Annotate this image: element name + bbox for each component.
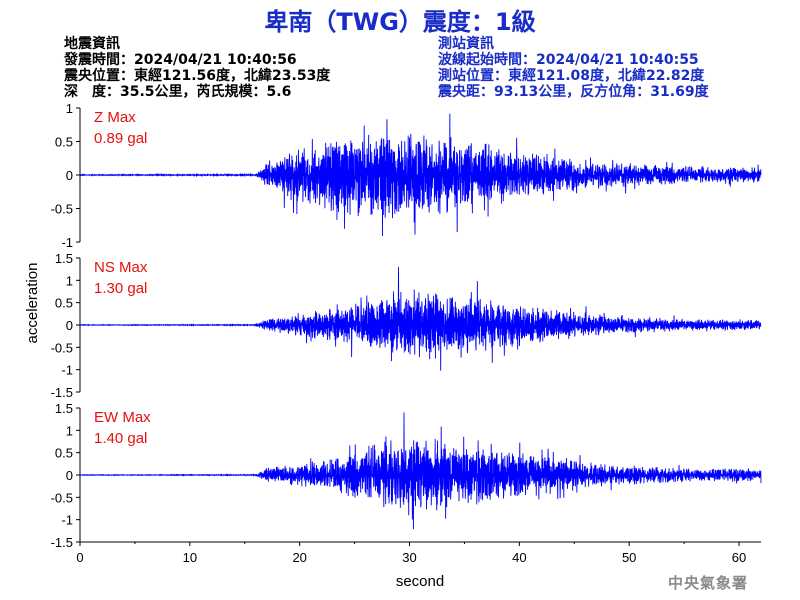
depth-magnitude: 深 度：35.5公里，芮氏規模：5.6 — [64, 84, 292, 100]
x-tick-label: 40 — [512, 550, 526, 565]
y-tick-label: 0.5 — [55, 446, 73, 461]
waveform-onset-time: 波線起始時間：2024/04/21 10:40:55 — [438, 52, 699, 68]
y-tick-label: 0 — [66, 168, 73, 183]
max-acceleration-label: 0.89 gal — [94, 130, 147, 147]
y-tick-label: -0.5 — [51, 202, 73, 217]
station-location: 測站位置：東經121.08度，北緯22.82度 — [438, 68, 705, 84]
y-tick-label: -1.5 — [51, 535, 73, 550]
station-info-heading: 測站資訊 — [438, 36, 494, 52]
max-acceleration-label: 1.30 gal — [94, 280, 147, 297]
x-axis-title: second — [396, 573, 444, 590]
y-tick-label: 0 — [66, 468, 73, 483]
y-tick-label: 0 — [66, 318, 73, 333]
component-name-label: EW Max — [94, 409, 151, 426]
y-tick-label: 1.5 — [55, 401, 73, 416]
y-tick-label: 1 — [66, 423, 73, 438]
y-tick-label: 1 — [66, 101, 73, 116]
waveform-z — [79, 113, 762, 236]
station-info: 測站資訊 波線起始時間：2024/04/21 10:40:55 測站位置：東經1… — [438, 36, 709, 100]
y-tick-label: -1 — [61, 363, 73, 378]
waveform-ew — [79, 412, 762, 530]
max-acceleration-label: 1.40 gal — [94, 430, 147, 447]
y-tick-label: -1.5 — [51, 385, 73, 400]
x-tick-label: 60 — [732, 550, 746, 565]
waveform-ns — [79, 266, 762, 371]
y-tick-label: -1 — [61, 513, 73, 528]
x-tick-label: 0 — [76, 550, 83, 565]
y-tick-label: 0.5 — [55, 296, 73, 311]
earthquake-info-heading: 地震資訊 — [64, 36, 120, 52]
y-tick-label: 0.5 — [55, 135, 73, 150]
x-tick-label: 10 — [183, 550, 197, 565]
x-tick-label: 20 — [292, 550, 306, 565]
earthquake-info: 地震資訊 發震時間：2024/04/21 10:40:56 震央位置：東經121… — [64, 36, 330, 100]
x-tick-label: 50 — [622, 550, 636, 565]
x-tick-label: 30 — [402, 550, 416, 565]
agency-credit: 中央氣象署 — [667, 574, 748, 592]
epicentral-distance: 震央距：93.13公里，反方位角：31.69度 — [438, 84, 709, 100]
y-axis-title: acceleration — [24, 263, 41, 344]
y-tick-label: 1.5 — [55, 251, 73, 266]
epicenter-location: 震央位置：東經121.56度，北緯23.53度 — [64, 68, 331, 84]
y-tick-label: 1 — [66, 273, 73, 288]
origin-time: 發震時間：2024/04/21 10:40:56 — [64, 52, 297, 68]
y-tick-label: -1 — [61, 235, 73, 250]
chart-title: 卑南（TWG）震度：1級 — [264, 8, 536, 36]
y-tick-label: -0.5 — [51, 490, 73, 505]
y-tick-label: -0.5 — [51, 340, 73, 355]
component-name-label: NS Max — [94, 259, 148, 276]
component-name-label: Z Max — [94, 109, 136, 126]
